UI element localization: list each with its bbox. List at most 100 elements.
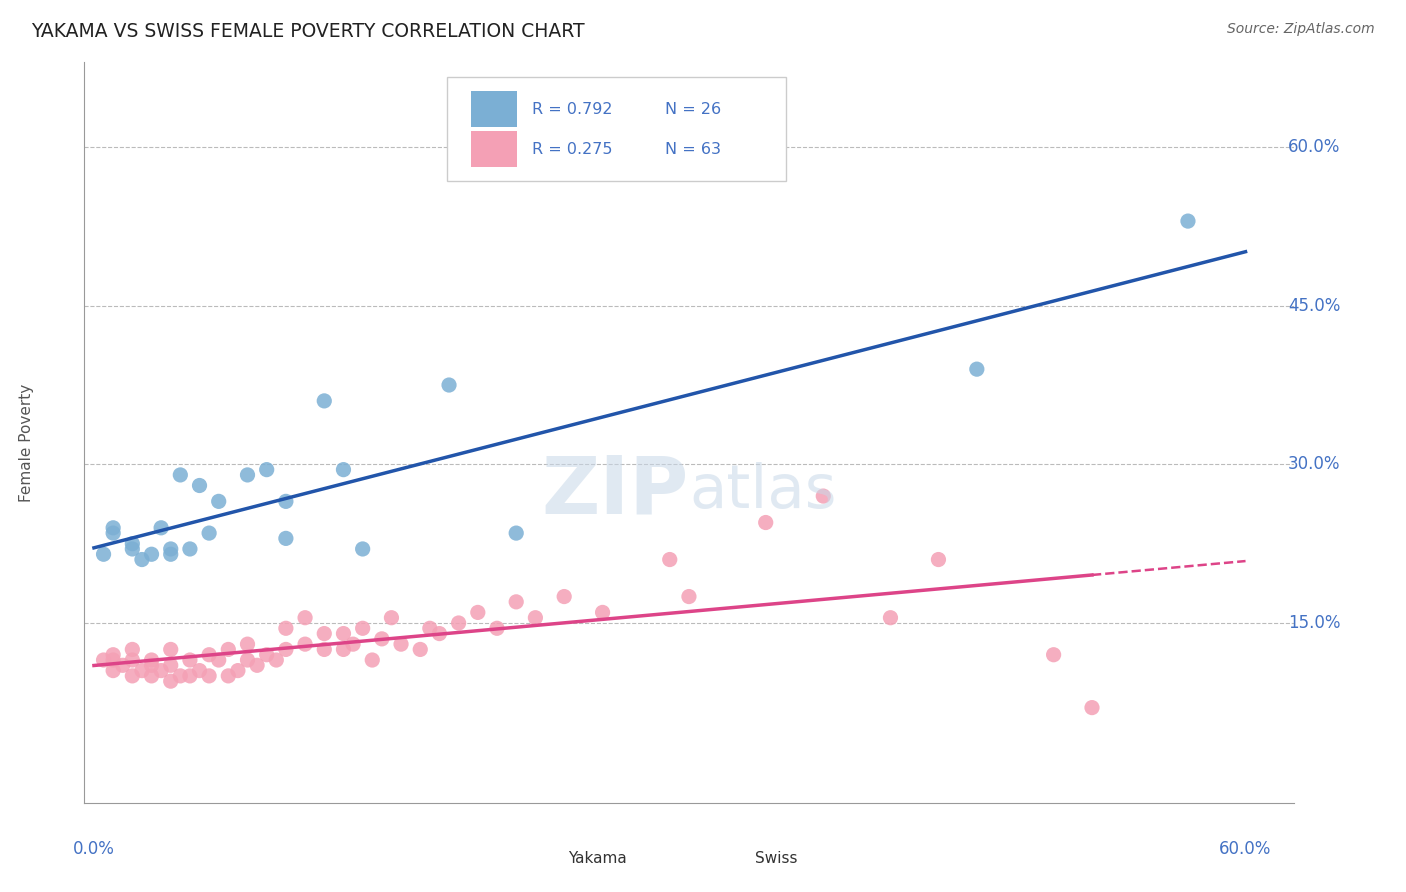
Text: 60.0%: 60.0% xyxy=(1219,840,1271,858)
Point xyxy=(256,463,278,477)
Point xyxy=(198,526,221,541)
Point xyxy=(467,606,489,620)
Point xyxy=(294,637,316,651)
Point xyxy=(447,615,470,630)
Point xyxy=(352,621,374,635)
Text: Source: ZipAtlas.com: Source: ZipAtlas.com xyxy=(1227,22,1375,37)
Point xyxy=(927,552,949,566)
Point xyxy=(121,537,143,551)
Point xyxy=(208,653,231,667)
Point xyxy=(236,637,259,651)
Point xyxy=(111,658,134,673)
Point xyxy=(179,653,201,667)
Point xyxy=(131,552,153,566)
FancyBboxPatch shape xyxy=(471,131,517,167)
Point xyxy=(314,626,336,640)
Point xyxy=(352,541,374,556)
Point xyxy=(505,595,527,609)
Point xyxy=(1081,700,1104,714)
Point xyxy=(553,590,575,604)
Point xyxy=(150,664,173,678)
Point xyxy=(198,669,221,683)
Point xyxy=(159,642,181,657)
FancyBboxPatch shape xyxy=(471,91,517,127)
Point xyxy=(1177,214,1199,228)
Point xyxy=(93,547,115,561)
Text: 30.0%: 30.0% xyxy=(1288,455,1340,474)
Point xyxy=(101,648,124,662)
Point xyxy=(169,467,191,482)
Point xyxy=(419,621,441,635)
Point xyxy=(198,648,221,662)
Point xyxy=(169,669,191,683)
Point xyxy=(274,642,297,657)
Point xyxy=(274,621,297,635)
Point xyxy=(361,653,384,667)
Point xyxy=(141,669,163,683)
Point xyxy=(314,642,336,657)
Point xyxy=(485,621,508,635)
Text: N = 63: N = 63 xyxy=(665,142,721,157)
Point xyxy=(678,590,700,604)
Point xyxy=(505,526,527,541)
Point xyxy=(429,626,451,640)
Point xyxy=(371,632,394,646)
Point xyxy=(101,521,124,535)
Point xyxy=(342,637,364,651)
Point xyxy=(150,521,173,535)
Point xyxy=(389,637,412,651)
Point xyxy=(755,516,778,530)
Point xyxy=(266,653,288,667)
Point xyxy=(437,378,460,392)
Point xyxy=(332,642,354,657)
Text: R = 0.275: R = 0.275 xyxy=(531,142,612,157)
Point xyxy=(217,642,239,657)
Point xyxy=(101,526,124,541)
Point xyxy=(141,653,163,667)
Point xyxy=(217,669,239,683)
Point xyxy=(879,611,901,625)
Text: 15.0%: 15.0% xyxy=(1288,614,1340,632)
Point xyxy=(208,494,231,508)
FancyBboxPatch shape xyxy=(447,78,786,181)
Point xyxy=(236,467,259,482)
Text: ZIP: ZIP xyxy=(541,453,689,531)
Point xyxy=(409,642,432,657)
Point xyxy=(332,463,354,477)
Text: N = 26: N = 26 xyxy=(665,102,721,117)
Point xyxy=(159,658,181,673)
Text: Yakama: Yakama xyxy=(568,851,627,866)
Point xyxy=(236,653,259,667)
Point xyxy=(121,669,143,683)
FancyBboxPatch shape xyxy=(707,847,745,871)
Point xyxy=(314,393,336,408)
Point xyxy=(256,648,278,662)
Point xyxy=(813,489,835,503)
Text: 45.0%: 45.0% xyxy=(1288,297,1340,315)
FancyBboxPatch shape xyxy=(520,847,558,871)
Point xyxy=(1042,648,1064,662)
Point xyxy=(246,658,269,673)
Point xyxy=(966,362,988,376)
Point xyxy=(121,642,143,657)
Text: Female Poverty: Female Poverty xyxy=(20,384,34,502)
Point xyxy=(294,611,316,625)
Point xyxy=(226,664,249,678)
Point xyxy=(93,653,115,667)
Point xyxy=(159,541,181,556)
Point xyxy=(159,674,181,689)
Point xyxy=(274,532,297,546)
Point xyxy=(592,606,614,620)
Text: 60.0%: 60.0% xyxy=(1288,138,1340,156)
Point xyxy=(274,494,297,508)
Text: Swiss: Swiss xyxy=(755,851,799,866)
Point xyxy=(159,547,181,561)
Text: atlas: atlas xyxy=(689,462,837,521)
Point xyxy=(332,626,354,640)
Point xyxy=(131,664,153,678)
Point xyxy=(179,541,201,556)
Point xyxy=(121,653,143,667)
Text: YAKAMA VS SWISS FEMALE POVERTY CORRELATION CHART: YAKAMA VS SWISS FEMALE POVERTY CORRELATI… xyxy=(31,22,585,41)
Point xyxy=(141,658,163,673)
Point xyxy=(524,611,547,625)
